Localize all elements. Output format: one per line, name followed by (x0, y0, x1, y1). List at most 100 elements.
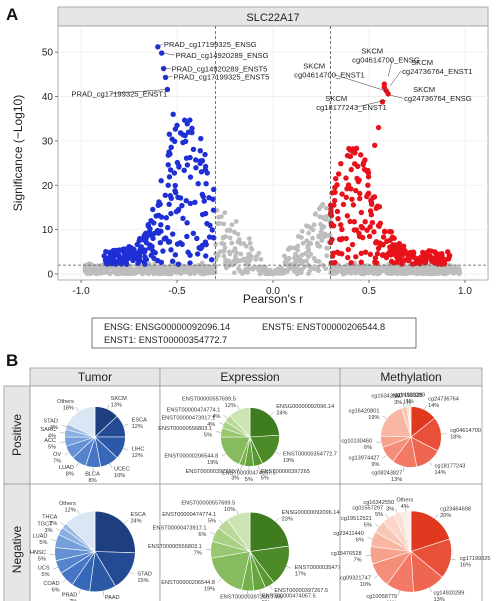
slice-label: ENST00000397260.7 (220, 595, 274, 601)
slice-label: cg17199325 (392, 393, 423, 399)
slice-label: THCA (42, 515, 57, 521)
data-point (430, 265, 436, 271)
data-point (360, 161, 366, 168)
data-point (189, 125, 195, 132)
data-point (156, 199, 162, 205)
data-point (184, 220, 190, 226)
slice-label: cg16342550 (363, 500, 394, 506)
data-point (391, 235, 397, 241)
annotation-label: cg24736764_ENSG (404, 94, 472, 103)
slice-percent: 7% (354, 558, 362, 564)
slice-label: cg18177243 (435, 464, 466, 470)
data-point (295, 247, 301, 253)
data-point (183, 155, 190, 161)
pie-slice (249, 511, 290, 552)
data-point (194, 235, 200, 242)
row-header-box (3, 385, 31, 485)
slice-percent: 4% (274, 595, 282, 601)
annotation-connector (356, 99, 387, 108)
data-point (247, 240, 253, 246)
x-axis-ticks: -1.0 -0.5 0.0 0.5 1.0 (72, 280, 472, 297)
slice-label: STAD (43, 419, 58, 425)
data-point (142, 268, 147, 274)
data-point (343, 175, 349, 181)
data-point (222, 260, 228, 266)
data-point (412, 266, 417, 272)
data-point (418, 258, 424, 264)
data-point (189, 129, 195, 136)
slice-leader (64, 452, 69, 456)
slice-percent: 14% (435, 470, 446, 476)
slice-percent: 6% (364, 445, 372, 451)
data-point (134, 241, 140, 248)
data-point (187, 117, 193, 123)
annotation-label-prefix: SKCM (325, 94, 347, 103)
data-point (305, 245, 311, 251)
data-point (198, 158, 204, 164)
slice-percent: 4% (48, 434, 56, 440)
data-point (347, 153, 354, 159)
data-point (174, 159, 181, 166)
slice-percent: 5% (48, 445, 56, 451)
data-point (165, 182, 171, 188)
slice-percent: 12% (132, 424, 143, 430)
data-point (165, 162, 171, 168)
data-point (246, 236, 252, 242)
slice-leader (259, 589, 262, 595)
slice-label: ENST00000354772.7 (283, 452, 337, 458)
x-tick-label: 0.5 (362, 286, 376, 297)
data-point (233, 253, 238, 259)
slice-label: ENST00000556803.1 (148, 544, 202, 550)
slice-leader (123, 423, 128, 427)
data-point (372, 259, 378, 265)
data-point (236, 237, 242, 242)
slice-percent: 3% (386, 506, 394, 512)
slice-label: cg04614700 (450, 428, 481, 434)
slice-label: cg23464698 (440, 506, 471, 512)
data-point (117, 269, 123, 275)
slice-label: LIHC (132, 446, 145, 452)
slice-percent: 2% (49, 521, 57, 527)
slice-percent: 13% (391, 477, 402, 483)
slice-percent: 4% (212, 414, 220, 420)
data-point (433, 253, 439, 260)
annotation-label: PRAD_cg14920289_ENST5 (172, 65, 268, 74)
data-point (375, 124, 382, 131)
pie-slice (65, 510, 96, 553)
slice-leader (405, 506, 407, 512)
slice-label: ACC (44, 438, 56, 444)
data-point (421, 270, 427, 276)
data-point (190, 230, 197, 236)
slice-leader (60, 522, 65, 526)
data-point (206, 194, 212, 201)
data-point (343, 194, 350, 200)
data-point (365, 170, 372, 176)
pie-slice (400, 510, 412, 552)
data-point (359, 225, 366, 231)
slice-percent: 7% (194, 551, 202, 557)
slice-leader (53, 567, 58, 570)
slice-label: Others (396, 497, 413, 503)
data-point (160, 248, 166, 254)
data-point (114, 271, 119, 277)
data-point (295, 243, 301, 249)
y-tick-label: 50 (42, 48, 54, 59)
data-point (331, 197, 338, 204)
slice-percent: 3% (394, 400, 402, 406)
slice-percent: 5% (39, 540, 47, 546)
data-point (187, 200, 194, 207)
data-point (327, 232, 333, 238)
slice-percent: 19% (283, 458, 294, 464)
data-point (187, 260, 193, 266)
slice-leader (123, 519, 128, 524)
data-point (335, 215, 341, 222)
data-point (126, 270, 132, 276)
data-point (400, 271, 406, 276)
slice-percent: 12% (225, 403, 236, 409)
slice-leader (106, 404, 110, 410)
data-point (325, 245, 331, 251)
data-point (372, 255, 379, 261)
data-point (417, 265, 423, 271)
slice-percent: 5% (375, 512, 383, 518)
data-point (298, 235, 304, 240)
